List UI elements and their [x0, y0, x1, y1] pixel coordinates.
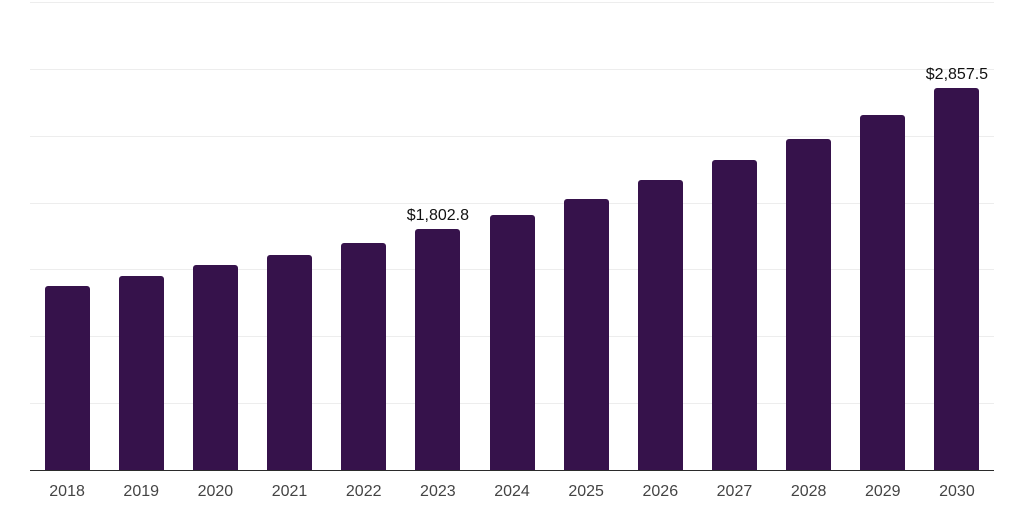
bar-2021 — [267, 255, 313, 470]
gridline — [30, 135, 994, 137]
bar-2030 — [934, 87, 980, 470]
x-tick-2027: 2027 — [716, 483, 753, 500]
bar-2025 — [563, 199, 609, 470]
bar-2018 — [44, 286, 90, 470]
x-tick-2023: 2023 — [420, 483, 456, 500]
bar-2027 — [711, 160, 757, 470]
x-tick-2026: 2026 — [642, 483, 679, 500]
gridline — [30, 202, 994, 204]
bar-2028 — [786, 139, 832, 470]
x-tick-2029: 2029 — [864, 483, 901, 500]
x-tick-2025: 2025 — [568, 483, 604, 500]
x-tick-2018: 2018 — [49, 483, 85, 500]
x-tick-2020: 2020 — [197, 483, 234, 500]
x-tick-2021: 2021 — [271, 483, 308, 500]
bar-2019 — [118, 276, 164, 470]
value-label-2030: $2,857.5 — [925, 65, 989, 83]
x-tick-2024: 2024 — [494, 483, 530, 500]
gridline — [30, 2, 994, 3]
bar-2022 — [341, 242, 387, 470]
x-tick-2030: 2030 — [939, 483, 975, 500]
x-axis: 2018 2019 2020 2021 2022 2023 2024 2025 2026 2027… — [30, 471, 994, 512]
bar-2023 — [415, 228, 461, 470]
value-label-2023: $1,802.8 — [406, 206, 469, 224]
x-tick-2028: 2028 — [790, 483, 827, 500]
bar-2029 — [860, 115, 906, 470]
x-tick-2022: 2022 — [345, 483, 382, 500]
bar-2024 — [489, 215, 535, 470]
plot-area: $1,802.8 $2,857.5 — [30, 2, 994, 471]
x-tick-2019: 2019 — [123, 483, 160, 500]
bar-2026 — [637, 179, 683, 470]
bar-2020 — [192, 265, 238, 470]
gridline — [30, 68, 994, 70]
